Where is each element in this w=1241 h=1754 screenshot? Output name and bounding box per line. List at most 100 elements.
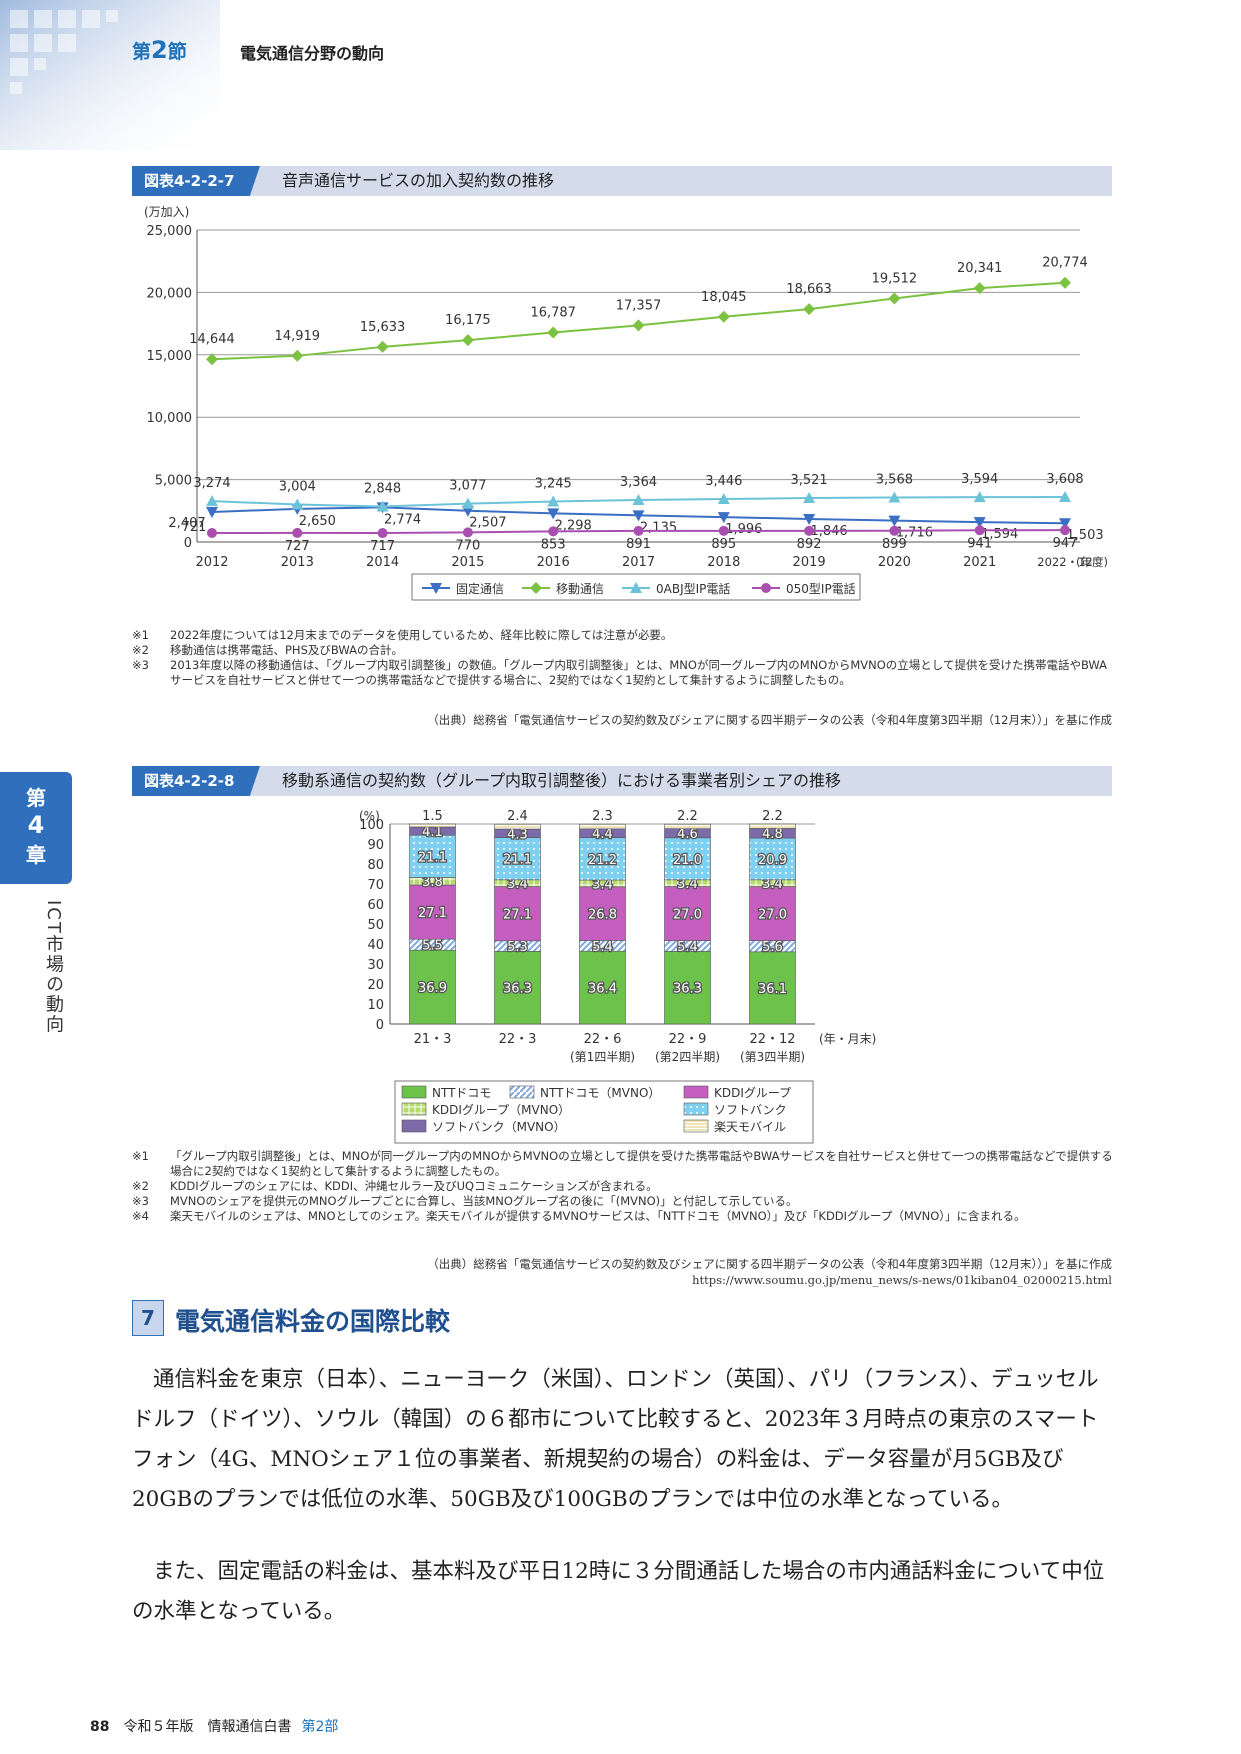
legend-box bbox=[394, 1080, 814, 1144]
x-tick-label: 2021 bbox=[963, 555, 996, 570]
data-point bbox=[377, 528, 388, 539]
bar-segment bbox=[579, 886, 626, 941]
note-text: 楽天モバイルのシェアは、MNOとしてのシェア。楽天モバイルが提供するMVNOサー… bbox=[170, 1209, 1026, 1223]
body-paragraph-1: 通信料金を東京（日本）、ニューヨーク（米国）、ロンドン（英国）、パリ（フランス）… bbox=[132, 1367, 1099, 1512]
legend-label: ソフトバンク bbox=[714, 1103, 787, 1117]
data-label: 36.3 bbox=[673, 982, 702, 997]
bar-chart-legend: NTTドコモ NTTドコモ（MVNO） KDDIグループ KDDIグループ（MVNO）… bbox=[394, 1080, 814, 1144]
data-label: 717 bbox=[370, 539, 395, 554]
y-tick-label: 90 bbox=[367, 838, 384, 853]
x-tick-label: 22・9 bbox=[669, 1032, 707, 1047]
data-label: 3.4 bbox=[592, 877, 613, 892]
bar-segment bbox=[579, 823, 626, 830]
line-chart: (万加入) 0 5,000 10,000 15,000 20,000 25,000 2012 2… bbox=[144, 205, 1108, 601]
legend-label: 楽天モバイル bbox=[714, 1120, 786, 1134]
data-label: 27.0 bbox=[758, 908, 787, 923]
legend-item: 固定通信 bbox=[422, 581, 504, 596]
y-tick-label: 100 bbox=[359, 818, 384, 833]
data-label: 5.5 bbox=[422, 939, 443, 954]
note-text: KDDIグループのシェアには、KDDI、沖縄セルラー及びUQコミュニケーションズ… bbox=[170, 1179, 658, 1193]
data-point bbox=[1059, 518, 1071, 530]
note-text: 移動通信は携帯電話、PHS及びBWAの合計。 bbox=[170, 643, 403, 657]
figure1-note-1: ※1 2022年度については12月末までのデータを使用しているため、経年比較に際し… bbox=[132, 628, 1117, 643]
note-mark: ※2 bbox=[132, 643, 149, 657]
data-label: 5.4 bbox=[677, 940, 698, 955]
data-label: 3.8 bbox=[422, 875, 443, 890]
bar-segment bbox=[749, 837, 796, 881]
data-label: 18,663 bbox=[786, 282, 832, 297]
legend-item: 050型IP電話 bbox=[752, 581, 856, 596]
data-point bbox=[1059, 276, 1071, 289]
data-point bbox=[292, 527, 303, 538]
data-point bbox=[888, 515, 901, 527]
data-label: 20.9 bbox=[758, 853, 787, 868]
y-tick-label: 10 bbox=[367, 998, 384, 1013]
chapter-tab-prefix: 第 bbox=[26, 786, 46, 810]
data-label: 895 bbox=[711, 537, 736, 552]
data-point bbox=[803, 303, 816, 316]
data-label: 5.6 bbox=[762, 940, 783, 955]
legend-marker bbox=[761, 583, 771, 593]
legend-item: 移動通信 bbox=[522, 582, 604, 596]
data-point bbox=[632, 319, 645, 332]
data-label: 2.3 bbox=[592, 810, 613, 824]
data-label: 3.4 bbox=[507, 877, 528, 892]
legend-marker bbox=[630, 582, 642, 593]
x-tick-label: 2019 bbox=[793, 555, 826, 570]
data-point bbox=[206, 506, 218, 518]
note-text: 2022年度については12月末までのデータを使用しているため、経年比較に際しては… bbox=[170, 628, 673, 642]
data-label: 2,774 bbox=[384, 512, 421, 527]
data-label: 3,446 bbox=[705, 474, 742, 489]
data-point bbox=[632, 510, 645, 522]
bar-segment bbox=[409, 884, 456, 940]
x-tick-sublabel: (第3四半期) bbox=[740, 1050, 805, 1064]
figure1-note-3: ※3 2013年度以降の移動通信は、「グループ内取引調整後」の数値。「グループ内取… bbox=[132, 658, 1117, 688]
note-mark: ※3 bbox=[132, 658, 149, 672]
data-label: 2,650 bbox=[299, 514, 336, 529]
data-label: 5.3 bbox=[507, 940, 528, 955]
bar-segment bbox=[664, 823, 711, 829]
data-label: 5.4 bbox=[592, 940, 613, 955]
page-footer: 88 令和５年版 情報通信白書 第2部 bbox=[90, 1716, 338, 1736]
y-tick-label: 0 bbox=[376, 1018, 384, 1033]
x-tick-sublabel: (第2四半期) bbox=[655, 1050, 720, 1064]
x-tick-label: 2020 bbox=[878, 555, 911, 570]
bar-segment bbox=[579, 837, 626, 881]
data-label: 727 bbox=[285, 539, 310, 554]
data-label: 941 bbox=[967, 536, 992, 551]
bar-segment bbox=[494, 823, 541, 830]
legend-item: NTTドコモ bbox=[401, 1085, 491, 1100]
data-label: 3,568 bbox=[876, 472, 913, 487]
data-point bbox=[548, 526, 559, 537]
bar-segment bbox=[494, 837, 541, 881]
chapter-tab[interactable]: 第 4 章 bbox=[0, 772, 72, 884]
x-tick-label: 2012 bbox=[195, 555, 228, 570]
legend-label: NTTドコモ bbox=[432, 1086, 491, 1100]
data-label: 27.0 bbox=[673, 908, 702, 923]
legend-label: 050型IP電話 bbox=[786, 581, 856, 596]
data-label: 4.1 bbox=[422, 825, 443, 840]
data-label: 2.2 bbox=[762, 810, 783, 824]
legend-item: KDDIグループ（MVNO） bbox=[401, 1102, 570, 1117]
bar-segment bbox=[749, 951, 796, 1025]
data-label: 4.6 bbox=[677, 827, 698, 842]
x-tick-label: 2016 bbox=[537, 555, 570, 570]
y-axis-unit: (万加入) bbox=[144, 205, 189, 219]
chapter-tab-number: 4 bbox=[27, 811, 45, 839]
data-label: 770 bbox=[455, 538, 480, 553]
y-tick-label: 60 bbox=[367, 898, 384, 913]
data-label: 3,594 bbox=[961, 472, 998, 487]
data-label: 1,996 bbox=[725, 522, 762, 537]
legend-marker bbox=[430, 583, 442, 594]
data-label: 21.1 bbox=[418, 850, 447, 865]
data-label: 27.1 bbox=[418, 906, 447, 921]
data-point bbox=[973, 491, 986, 503]
legend-swatch bbox=[401, 1085, 427, 1099]
y-tick-label: 5,000 bbox=[155, 474, 192, 489]
data-label: 2.4 bbox=[507, 810, 528, 824]
data-label: 3,245 bbox=[535, 477, 572, 492]
data-point bbox=[207, 528, 217, 539]
bar-segment bbox=[749, 886, 796, 941]
data-point bbox=[717, 492, 730, 504]
x-tick-label: 22・6 bbox=[584, 1032, 622, 1047]
